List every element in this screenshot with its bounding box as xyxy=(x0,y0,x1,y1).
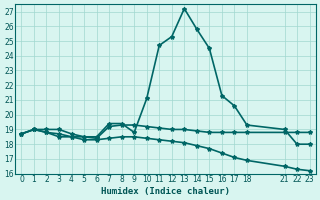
X-axis label: Humidex (Indice chaleur): Humidex (Indice chaleur) xyxy=(101,187,230,196)
